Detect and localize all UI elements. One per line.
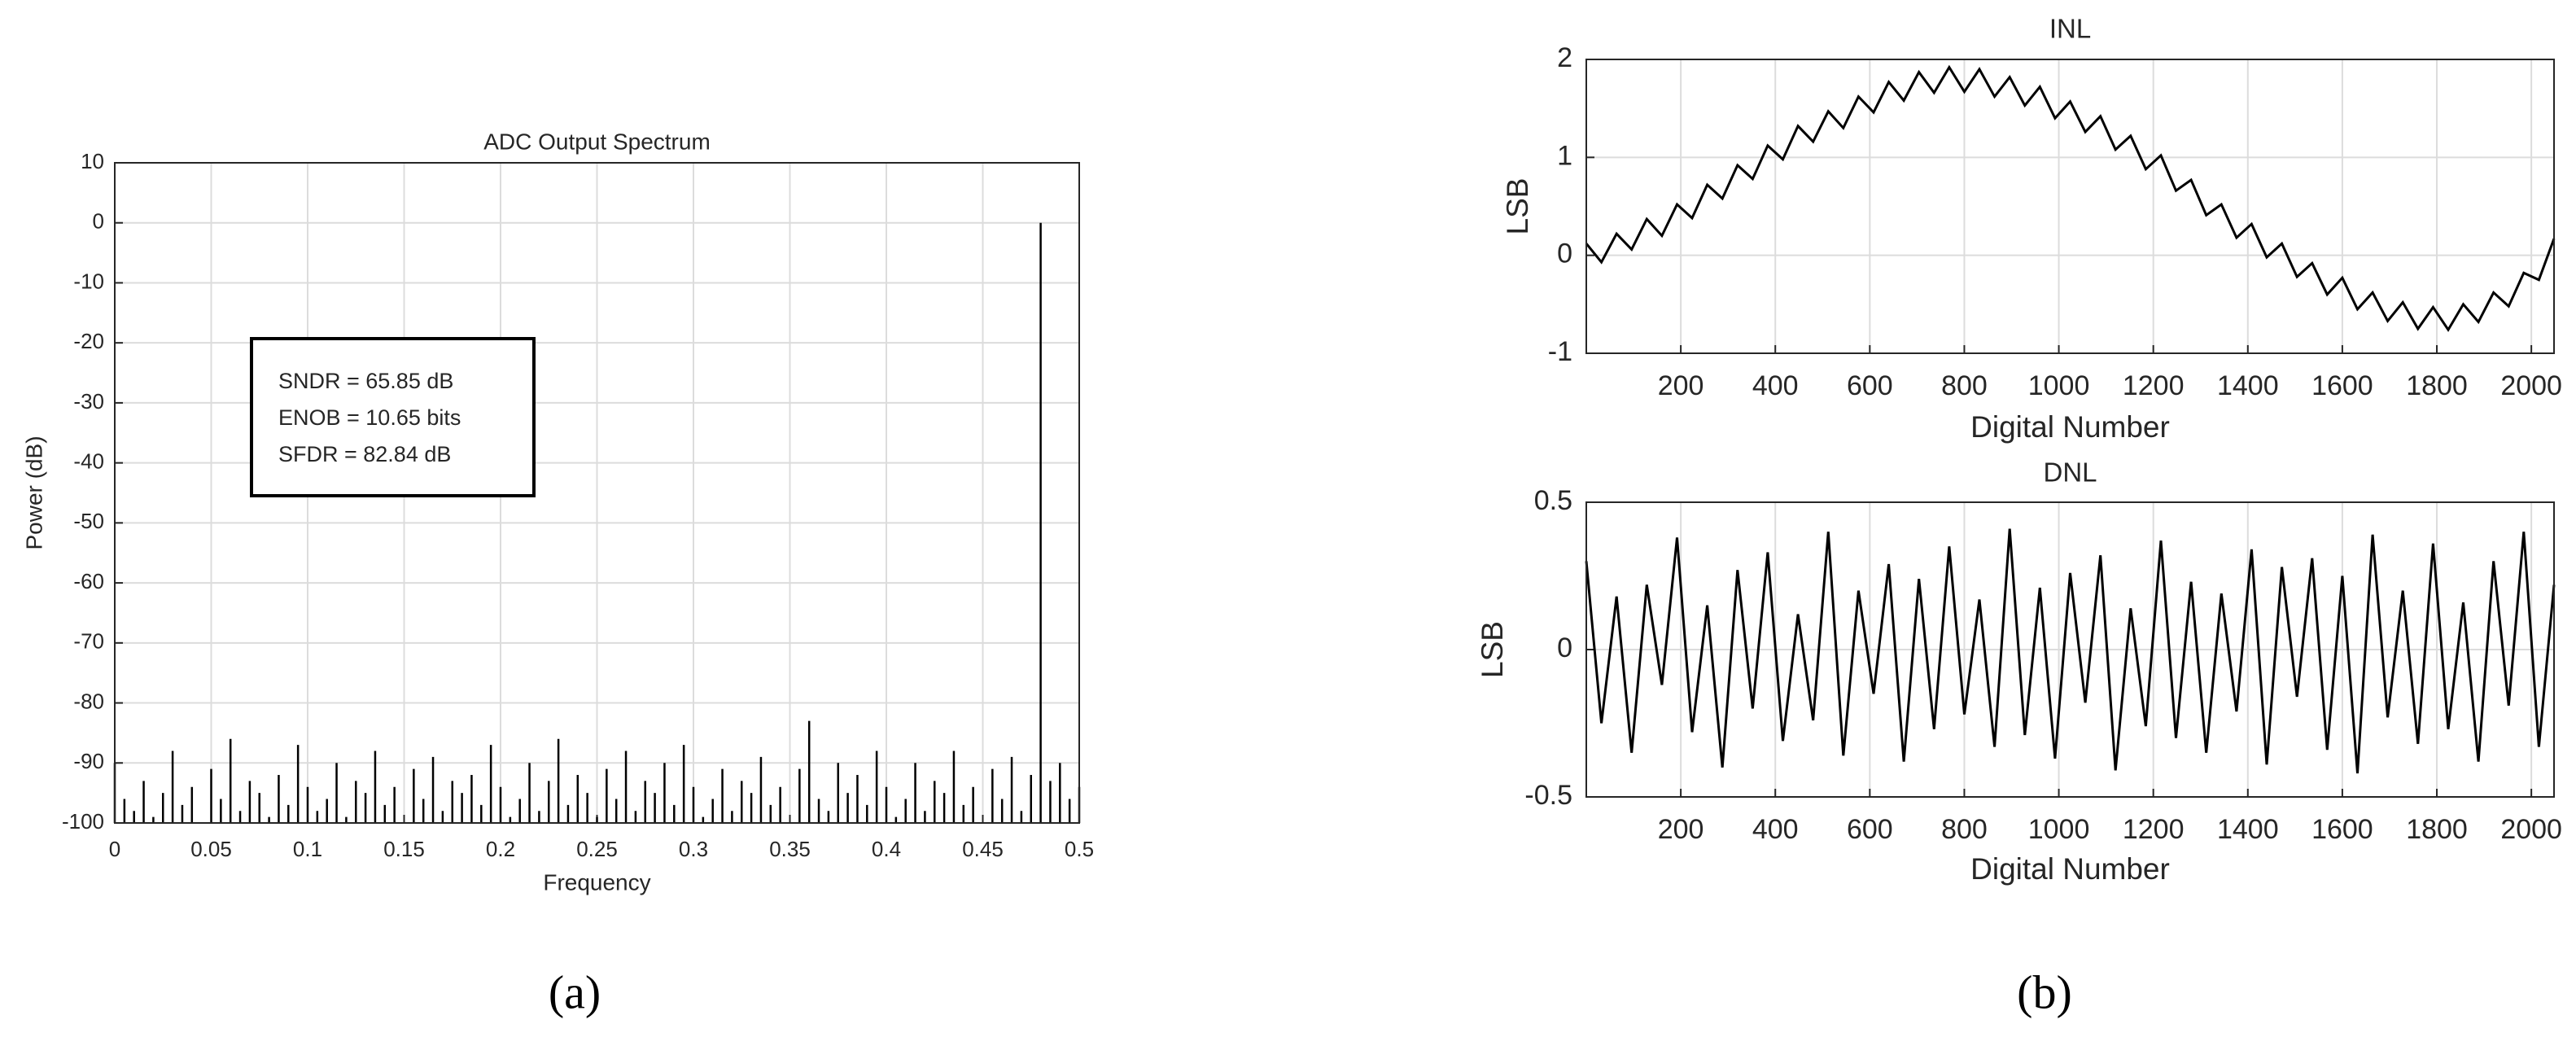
plot-area (1586, 59, 2554, 353)
caption: (b) (2017, 965, 2072, 1018)
y-tick-label: -10 (73, 269, 104, 293)
x-tick-label: 400 (1752, 814, 1799, 845)
y-axis-label: LSB (1501, 178, 1534, 235)
x-tick-label: 1200 (2123, 370, 2185, 401)
y-axis-label: Power (dB) (21, 435, 46, 549)
x-tick-label: 0.3 (679, 837, 708, 861)
x-tick-label: 1600 (2311, 814, 2373, 845)
y-tick-label: -50 (73, 509, 104, 533)
x-tick-label: 600 (1847, 814, 1893, 845)
y-tick-label: -60 (73, 569, 104, 593)
x-tick-label: 800 (1941, 370, 1988, 401)
x-tick-label: 0 (109, 837, 120, 861)
annotation: SNDR = 65.85 dB (278, 369, 453, 393)
axes-box (1585, 59, 2555, 354)
y-tick-label: 0.5 (1534, 485, 1572, 516)
x-axis-label: Digital Number (1970, 410, 2170, 444)
axes-box (114, 162, 1080, 824)
x-axis-label: Frequency (543, 869, 650, 895)
y-tick-label: -100 (62, 809, 104, 834)
x-tick-label: 2000 (2500, 370, 2562, 401)
annotation: SFDR = 82.84 dB (278, 442, 451, 466)
x-tick-label: 1400 (2217, 814, 2279, 845)
y-tick-label: -70 (73, 629, 104, 654)
x-tick-label: 0.25 (576, 837, 618, 861)
y-tick-label: 0 (1557, 239, 1572, 269)
caption: (a) (549, 965, 601, 1018)
x-tick-label: 1200 (2123, 814, 2185, 845)
x-tick-label: 600 (1847, 370, 1893, 401)
y-tick-label: 0 (1557, 632, 1572, 663)
y-tick-label: 1 (1557, 140, 1572, 171)
x-tick-label: 1800 (2406, 814, 2468, 845)
x-tick-label: 1000 (2028, 814, 2090, 845)
x-axis-label: Digital Number (1970, 852, 2170, 886)
chart-title: DNL (2043, 457, 2097, 488)
y-tick-label: -30 (73, 389, 104, 414)
data-line (1585, 528, 2556, 774)
data-line (1585, 64, 2556, 332)
x-tick-label: 0.5 (1065, 837, 1094, 861)
y-tick-label: 10 (81, 149, 104, 173)
x-tick-label: 2000 (2500, 814, 2562, 845)
y-tick-label: -0.5 (1524, 780, 1572, 811)
chart-title: ADC Output Spectrum (483, 129, 711, 154)
x-tick-label: 200 (1658, 370, 1704, 401)
x-tick-label: 0.1 (293, 837, 322, 861)
axes-box (1585, 501, 2555, 798)
y-tick-label: -1 (1548, 336, 1572, 367)
x-tick-label: 0.4 (872, 837, 901, 861)
y-tick-label: -20 (73, 329, 104, 353)
chart-title: INL (2049, 14, 2091, 44)
y-tick-label: -40 (73, 449, 104, 474)
x-tick-label: 800 (1941, 814, 1988, 845)
x-tick-label: 0.05 (190, 837, 232, 861)
x-tick-label: 0.2 (486, 837, 515, 861)
x-tick-label: 400 (1752, 370, 1799, 401)
x-tick-label: 1000 (2028, 370, 2090, 401)
annotation-box (250, 337, 536, 497)
x-tick-label: 1600 (2311, 370, 2373, 401)
x-tick-label: 200 (1658, 814, 1704, 845)
x-tick-label: 1400 (2217, 370, 2279, 401)
x-tick-label: 0.15 (383, 837, 425, 861)
x-tick-label: 1800 (2406, 370, 2468, 401)
y-axis-label: LSB (1476, 621, 1509, 678)
y-tick-label: 0 (93, 209, 104, 234)
annotation: ENOB = 10.65 bits (278, 405, 461, 430)
y-tick-label: -80 (73, 689, 104, 713)
x-tick-label: 0.45 (962, 837, 1004, 861)
x-tick-label: 0.35 (769, 837, 811, 861)
y-tick-label: 2 (1557, 42, 1572, 73)
y-tick-label: -90 (73, 749, 104, 773)
